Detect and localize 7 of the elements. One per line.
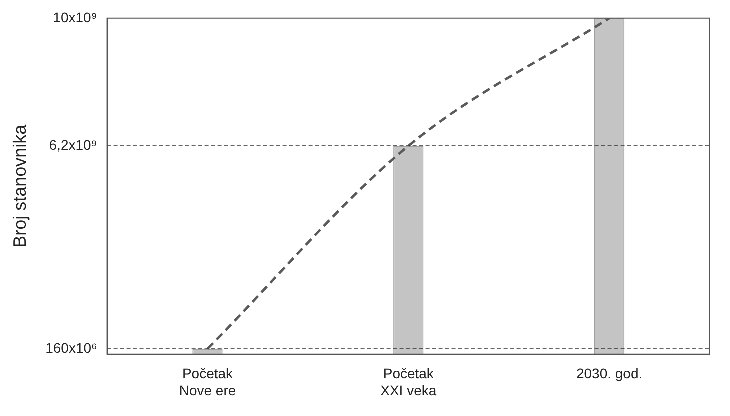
x-tick-label: 2030. god. (576, 366, 643, 382)
y-axis-title: Broj stanovnika (10, 124, 30, 248)
y-tick-label: 160x10⁶ (46, 340, 98, 356)
y-tick-label: 10x10⁹ (53, 9, 98, 26)
y-tick-label: 6,2x10⁹ (49, 136, 98, 153)
x-tick-label: Početak XXI veka (380, 366, 437, 398)
x-tick-label: Početak Nove ere (179, 366, 236, 398)
